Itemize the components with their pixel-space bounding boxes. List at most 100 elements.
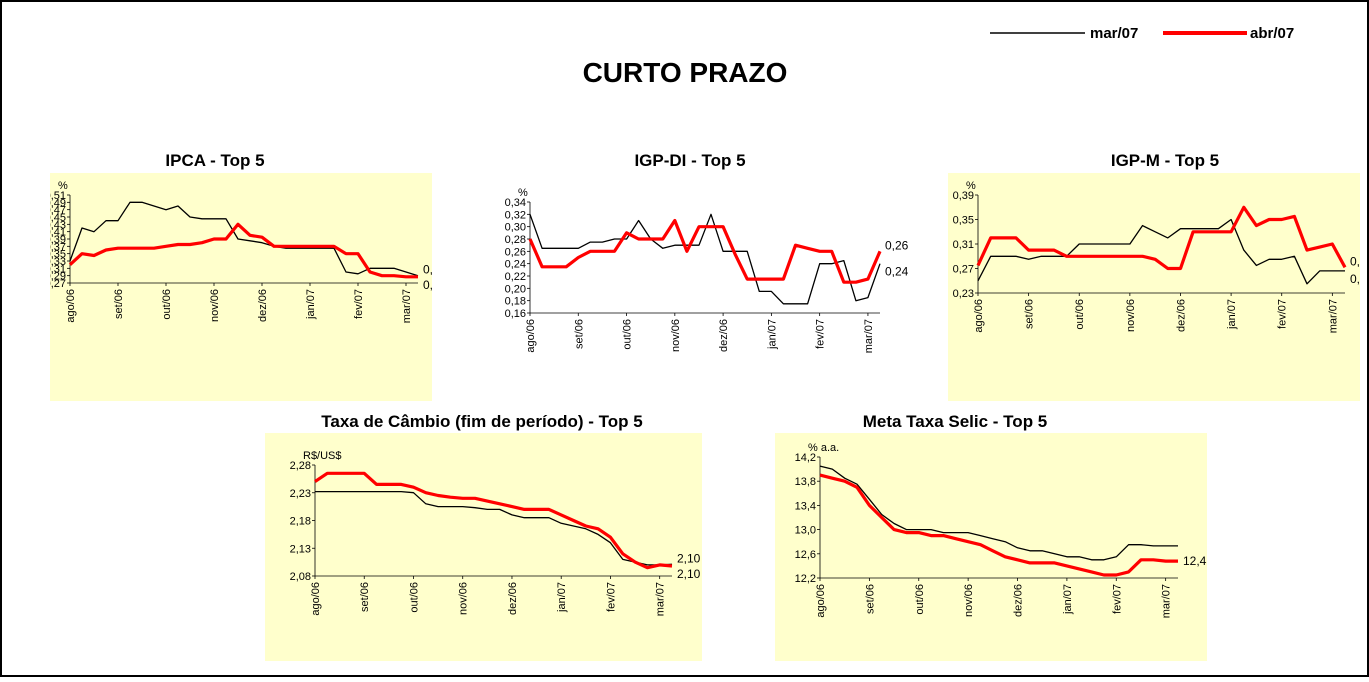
chart-panel: % 0,23 0,27 0,31 0,35 0,39 ago/06 set/06 out/06 n… [948, 173, 1369, 401]
y-tick-label: 0,18 [505, 296, 526, 308]
x-tick-label: fev/07 [353, 289, 365, 319]
legend-label: mar/07 [1090, 25, 1138, 42]
y-tick-label: 0,30 [505, 222, 526, 234]
y-tick-label: 12,2 [795, 573, 816, 585]
legend-label: abr/07 [1250, 25, 1294, 42]
panel-background [948, 173, 1360, 401]
y-tick-label: 12,6 [795, 549, 816, 561]
x-tick-label: set/06 [113, 289, 125, 319]
y-tick-label: 0,29 [45, 271, 66, 283]
y-tick-label: 0,33 [45, 256, 66, 268]
x-tick-label: mar/07 [863, 319, 875, 353]
series-line [69, 201, 419, 277]
chart-title: IPCA - Top 5 [165, 151, 264, 170]
end-label: 0,29 [423, 263, 447, 277]
y-tick-label: 0,43 [45, 219, 66, 231]
x-tick-label: fev/07 [815, 319, 827, 349]
chart-title: Meta Taxa Selic - Top 5 [863, 412, 1048, 431]
y-tick-label: 0,45 [45, 212, 66, 224]
chart-title: IGP-M - Top 5 [1111, 151, 1219, 170]
x-tick-label: dez/06 [1013, 584, 1025, 617]
series-line [314, 471, 673, 570]
x-tick-label: nov/06 [209, 289, 221, 322]
y-unit-label: % [966, 180, 976, 192]
x-tick-label: nov/06 [1125, 299, 1137, 332]
end-label: 0,29 [423, 278, 447, 292]
y-unit-label: % a.a. [808, 442, 839, 454]
y-tick-label: 0,39 [45, 234, 66, 246]
y-tick-label: 0,16 [505, 308, 526, 320]
y-tick-label: 0,37 [45, 241, 66, 253]
x-tick-label: mar/07 [1327, 299, 1339, 333]
y-tick-label: 13,4 [795, 500, 816, 512]
x-tick-label: jan/07 [305, 289, 317, 320]
series-line [819, 473, 1178, 577]
slide-title: CURTO PRAZO [583, 57, 788, 88]
end-label: 12,48 [1183, 554, 1213, 568]
series-line [529, 213, 881, 305]
x-tick-label: dez/06 [507, 582, 519, 615]
x-tick-label: jan/07 [1226, 299, 1238, 330]
x-tick-label: nov/06 [963, 584, 975, 617]
y-unit-label: R$/US$ [303, 450, 342, 462]
chart-panel: %0,160,180,200,220,240,260,280,300,320,3… [478, 173, 923, 401]
y-tick-label: 0,26 [505, 246, 526, 258]
end-label: 2,10 [677, 551, 701, 565]
x-tick-label: dez/06 [257, 289, 269, 322]
series-line [819, 465, 1178, 561]
series-line [315, 490, 673, 566]
y-tick-label: 0,41 [45, 227, 66, 239]
y-unit-label: % [518, 187, 528, 199]
y-tick-label: 0,32 [505, 209, 526, 221]
x-tick-label: set/06 [359, 582, 371, 612]
y-tick-label: 13,8 [795, 476, 816, 488]
y-tick-label: 0,47 [45, 205, 66, 217]
chart-panel: R$/US$ 2,08 2,13 2,18 2,23 2,28 ago/06 set/06 ou… [265, 433, 702, 661]
x-tick-label: set/06 [1024, 299, 1036, 329]
x-tick-label: out/06 [622, 319, 634, 350]
end-label: 0,27 [1350, 254, 1369, 268]
chart-title: Taxa de Câmbio (fim de período) - Top 5 [321, 412, 642, 431]
chart-title: IGP-DI - Top 5 [634, 151, 745, 170]
x-tick-label: mar/07 [401, 289, 413, 323]
y-tick-label: 2,13 [290, 543, 311, 555]
end-label: 0,26 [885, 238, 909, 252]
y-tick-label: 2,08 [290, 571, 311, 583]
x-tick-label: dez/06 [1175, 299, 1187, 332]
x-tick-label: mar/07 [1161, 584, 1173, 618]
chart-panel: %0,270,290,310,330,350,370,390,410,430,4… [45, 173, 447, 401]
y-tick-label: 13,0 [795, 525, 816, 537]
series-line [977, 218, 1345, 285]
x-tick-label: fev/07 [1277, 299, 1289, 329]
panel-background [50, 173, 432, 401]
panel-background [265, 433, 702, 661]
x-tick-label: set/06 [573, 319, 585, 349]
panel-background [478, 173, 923, 401]
y-tick-label: 2,28 [290, 460, 311, 472]
y-tick-label: 0,27 [45, 278, 66, 290]
x-tick-label: jan/07 [1062, 584, 1074, 615]
series-line [976, 205, 1347, 271]
end-label: 0,27 [1350, 272, 1369, 286]
x-tick-label: fev/07 [1111, 584, 1123, 614]
y-tick-label: 0,31 [953, 239, 974, 251]
y-tick-label: 0,28 [505, 234, 526, 246]
y-tick-label: 0,35 [953, 215, 974, 227]
x-tick-label: ago/06 [973, 299, 985, 333]
y-unit-label: % [58, 180, 68, 192]
y-tick-label: 0,31 [45, 263, 66, 275]
y-tick-label: 0,35 [45, 249, 66, 261]
y-tick-label: 0,51 [45, 190, 66, 202]
end-label: 2,10 [677, 567, 701, 581]
y-tick-label: 0,27 [953, 264, 974, 276]
x-tick-label: set/06 [864, 584, 876, 614]
x-tick-label: mar/07 [655, 582, 667, 616]
y-tick-label: 0,49 [45, 197, 66, 209]
x-tick-label: out/06 [161, 289, 173, 320]
x-tick-label: nov/06 [670, 319, 682, 352]
end-label: 0,24 [885, 265, 909, 279]
x-tick-label: nov/06 [458, 582, 470, 615]
y-tick-label: 2,18 [290, 516, 311, 528]
x-tick-label: ago/06 [815, 584, 827, 618]
x-tick-label: out/06 [408, 582, 420, 613]
